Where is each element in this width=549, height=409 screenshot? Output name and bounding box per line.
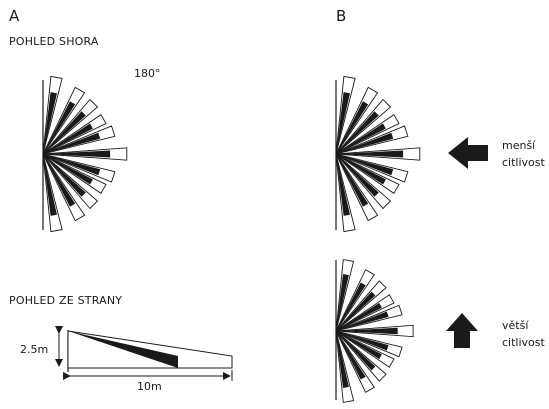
fan-a-inner-zone-5 [43,132,101,154]
fan-a-inner-zone-1 [43,92,57,154]
top-view-caption: POHLED SHORA [9,35,99,48]
fan-b1-inner-zone-10 [336,154,369,207]
panel-a-letter: A [9,7,20,25]
fan-b2-inner-zone-2 [336,282,366,331]
fan-a-inner-zone-9 [43,154,86,197]
fan-b2-inner-zone-11 [336,331,349,388]
fan-b1-outer-zone-11 [335,153,356,233]
side-view-diagram [55,326,233,381]
fan-a-inner-zone-3 [43,111,86,154]
fan-b1-outer-zone-7 [335,153,409,183]
fan-a-outer-zone-7 [42,153,116,183]
outer-zone [67,330,233,369]
lower-sensitivity-line-1: menší [502,139,536,152]
fan-b2-inner-zone-6 [336,327,398,335]
fan-b1-zones [335,75,421,233]
fan-a-outer-zone-1 [42,75,63,155]
fan-b1-inner-zone-2 [336,101,369,154]
fan-a-outer-zone-11 [42,153,63,233]
fan-b2-inner-zone-9 [336,331,376,371]
fan-b1-outer-zone-5 [335,125,409,155]
fan-a-inner-zone-11 [43,154,57,216]
fan-a-inner-zone-10 [43,154,76,207]
fan-b2-outer-zone-5 [335,304,403,332]
fan-a-outer-zone-5 [42,125,116,155]
side-view-caption: POHLED ZE STRANY [9,294,123,307]
fan-a-inner-zone-8 [43,154,93,185]
fan-b2-inner-zone-5 [336,311,389,331]
fan-b1-inner-zone-4 [336,123,386,154]
fan-b2-inner-zone-10 [336,331,366,380]
height-label: 2.5m [20,343,49,356]
angle-label: 180° [134,67,161,80]
fan-b2-outer-zone-11 [335,330,355,403]
fan-b2-inner-zone-1 [336,274,349,331]
fan-b1-lower-sensitivity [335,75,421,233]
fan-b1-inner-zone-1 [336,92,350,154]
left-arrow-icon [448,137,488,169]
fan-a-zones [42,75,128,233]
fan-a-inner-zone-6 [43,150,111,158]
fan-b1-outer-zone-1 [335,75,356,155]
fan-b2-higher-sensitivity [335,259,414,403]
inner-zone [68,331,178,368]
fan-b1-inner-zone-8 [336,154,386,185]
fan-b1-inner-zone-3 [336,111,379,154]
panel-b-letter: B [336,7,347,25]
fan-a-inner-zone-7 [43,154,101,176]
fan-b2-inner-zone-7 [336,331,389,351]
fan-b1-inner-zone-6 [336,150,404,158]
fan-b2-inner-zone-3 [336,291,376,331]
higher-sensitivity-line-1: větší [502,319,529,332]
fan-b2-outer-zone-1 [335,259,355,332]
fan-b2-inner-zone-8 [336,331,382,360]
up-arrow-icon [446,313,478,348]
fan-a-top-view [42,75,128,233]
distance-label: 10m [137,380,162,393]
fan-a-inner-zone-4 [43,123,93,154]
fan-b1-inner-zone-9 [336,154,379,197]
fan-b1-inner-zone-5 [336,132,394,154]
fan-b2-zones [335,259,414,403]
fan-b1-inner-zone-7 [336,154,394,176]
higher-sensitivity-line-2: citlivost [502,336,545,349]
fan-b2-inner-zone-4 [336,302,382,331]
fan-b2-outer-zone-7 [335,330,403,358]
fan-a-inner-zone-2 [43,101,76,154]
fan-b1-inner-zone-11 [336,154,350,216]
lower-sensitivity-line-2: citlivost [502,156,545,169]
